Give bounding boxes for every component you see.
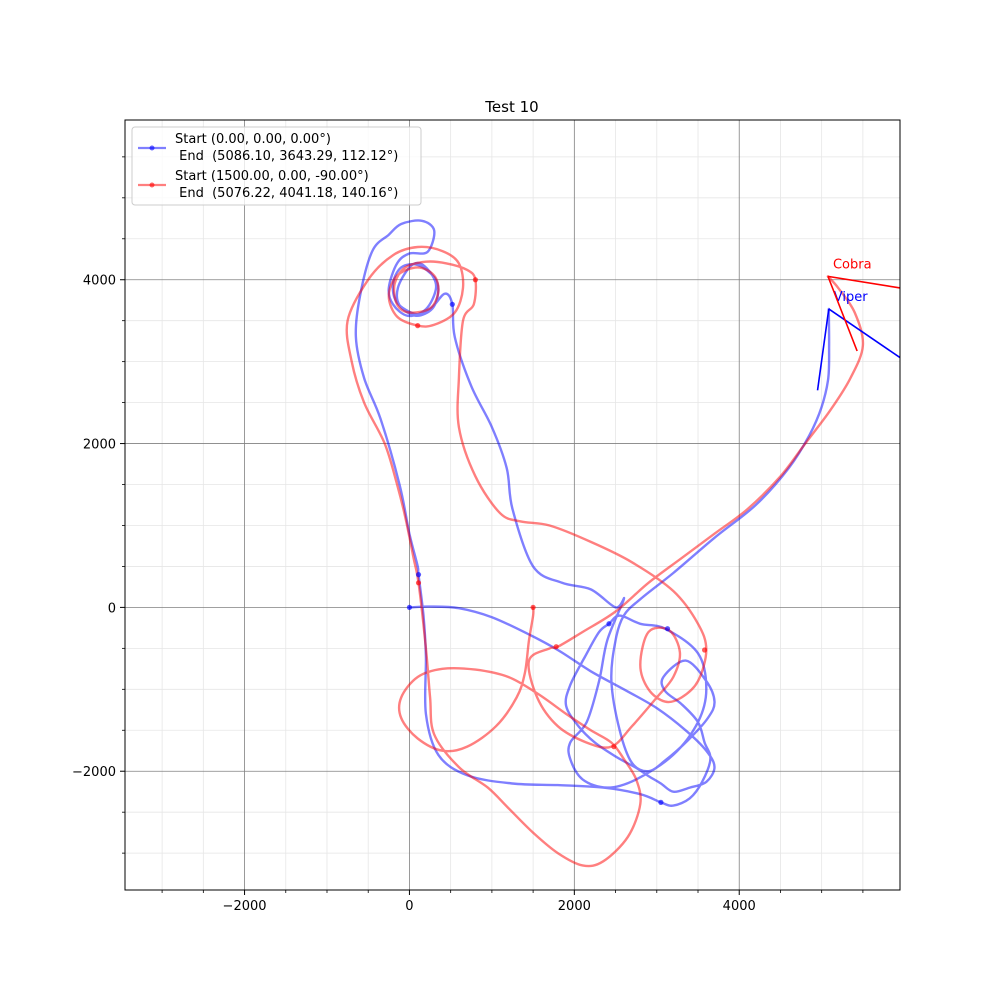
- viper-heading-line: [816, 308, 830, 391]
- series-2-marker: [472, 277, 478, 283]
- series-line-2: [345, 245, 865, 868]
- legend-marker-red: [149, 182, 155, 188]
- ticks-layer: −2000 0 2000 4000 −2000 0 2000 4000: [72, 156, 864, 914]
- legend-entry-2-line1: Start (1500.00, 0.00, -90.00°): [175, 169, 369, 184]
- legend: Start (0.00, 0.00, 0.00°) End (5086.10, …: [131, 126, 422, 206]
- series-1-marker: [406, 604, 413, 610]
- series-2-marker: [415, 580, 422, 586]
- y-tick-label: 0: [108, 601, 116, 616]
- series-1-marker: [658, 799, 664, 805]
- legend-entry-2-line2: End (5076.22, 4041.18, 140.16°): [175, 186, 398, 201]
- x-tick-label: 0: [405, 899, 413, 914]
- series-1-marker: [606, 621, 612, 627]
- cobra-label: Cobra: [833, 257, 872, 272]
- cobra-heading-line: [827, 275, 901, 289]
- viper-heading-line: [828, 308, 901, 359]
- series-2-marker: [415, 323, 421, 329]
- legend-entry-1-line1: Start (0.00, 0.00, 0.00°): [175, 132, 331, 147]
- series-2-marker: [530, 604, 536, 610]
- x-tick-label: 4000: [723, 899, 756, 914]
- y-tick-label: −2000: [72, 765, 116, 780]
- legend-box: [131, 126, 422, 206]
- series-1-marker: [415, 572, 422, 578]
- chart-title: Test 10: [484, 98, 538, 116]
- x-tick-label: 2000: [558, 899, 591, 914]
- cobra-heading-line: [827, 276, 858, 352]
- viper-label: Viper: [834, 290, 868, 305]
- series-1-marker: [449, 301, 455, 307]
- series-layer: [345, 219, 865, 868]
- series-1-marker: [664, 626, 671, 632]
- legend-entry-1-line2: End (5086.10, 3643.29, 112.12°): [175, 149, 398, 164]
- series-2-marker: [611, 744, 617, 750]
- series-2-marker: [553, 644, 559, 650]
- minor-grid: [125, 120, 900, 890]
- plot-frame: [124, 119, 901, 891]
- series-2-marker: [702, 647, 708, 653]
- series-line-1: [354, 219, 831, 807]
- x-tick-label: −2000: [223, 899, 267, 914]
- y-tick-label: 2000: [83, 438, 116, 453]
- legend-marker-blue: [149, 145, 155, 151]
- annotation-layer: Viper Cobra: [816, 257, 901, 391]
- y-tick-label: 4000: [83, 274, 116, 289]
